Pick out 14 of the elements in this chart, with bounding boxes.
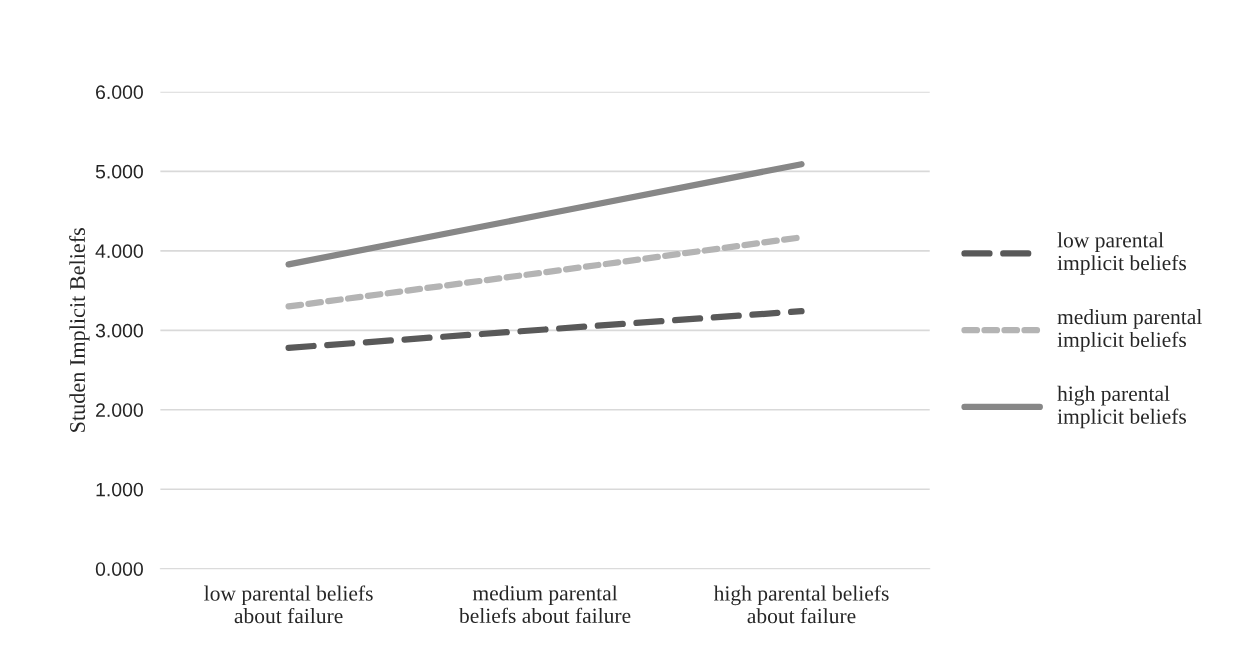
x-tick-label: low parental beliefs about failure (204, 585, 373, 624)
y-tick-label: 3.000 (95, 323, 143, 338)
y-tick-label: 0.000 (95, 562, 143, 576)
x-tick-label: high parental beliefs about failure (713, 585, 889, 624)
y-axis-title: Studen Implicit Beliefs (69, 228, 90, 432)
legend-label: medium parental implicit beliefs (1057, 309, 1202, 352)
y-tick-label: 5.000 (95, 164, 143, 179)
legend-label: low parental implicit beliefs (1057, 232, 1187, 275)
y-tick-label: 6.000 (96, 85, 143, 100)
y-tick-label: 1.000 (96, 482, 143, 497)
x-tick-label: medium parental beliefs about failure (458, 585, 631, 624)
y-tick-label: 2.000 (96, 403, 143, 417)
y-tick-label: 4.000 (95, 244, 143, 259)
legend-label: high parental implicit beliefs (1057, 385, 1187, 429)
